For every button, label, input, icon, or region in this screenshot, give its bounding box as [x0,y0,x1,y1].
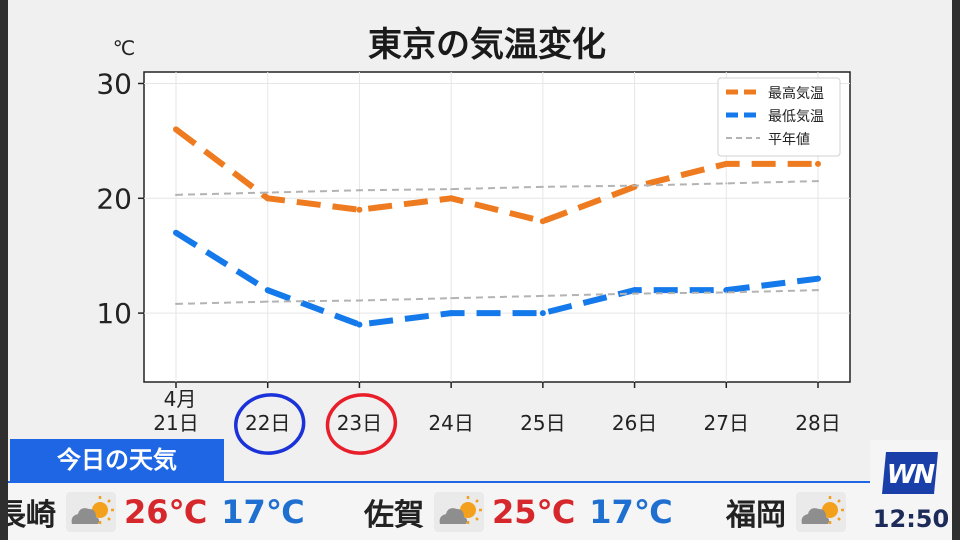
data-point [448,310,455,317]
data-point [815,160,821,167]
legend-label: 最低気温 [768,109,824,125]
city-saga: 佐賀 25℃ 17℃ [364,489,673,535]
legend-label: 最高気温 [768,85,824,102]
x-month-label: 4月 [164,387,197,411]
data-point [356,321,363,328]
y-tick-label: 30 [96,67,132,100]
x-tick-label: 22日 [245,411,290,435]
weather-ticker: 長崎 26℃ 17℃ 佐賀 [8,481,870,540]
highlight-circle [325,393,398,455]
data-point [264,287,271,294]
data-point [723,287,730,294]
data-point [541,185,544,188]
legend-label: 平年値 [768,132,810,148]
data-point [539,310,546,317]
data-point [633,292,636,295]
today-weather-banner: 今日の天気 [10,439,224,481]
data-point [541,294,544,297]
high-temp: 25℃ [492,493,576,531]
data-point [631,287,638,294]
series-lines [173,126,821,328]
weathernews-logo: WN [882,452,938,494]
x-tick-label: 25日 [520,411,565,435]
partly-cloudy-sun-icon [796,492,846,532]
data-point [539,218,546,225]
data-point [173,229,179,236]
axis-ticks: 10 20 30 21日 22日 23日 24日 25日 26日 27日 28日 [96,67,840,435]
city-name: 佐賀 [364,498,424,533]
city-name: 長崎 [8,498,56,533]
low-temp: 17℃ [221,493,305,531]
city-nagasaki: 長崎 26℃ 17℃ [8,489,305,535]
series-line-1 [174,230,819,328]
city-name: 福岡 [726,498,786,533]
data-point [266,300,269,303]
data-point [815,275,821,282]
data-point [264,195,271,202]
city-fukuoka: 福岡 [726,489,854,535]
highlight-circles [234,393,398,455]
y-tick-label: 20 [96,182,132,215]
y-axis-unit: ℃ [113,36,135,60]
data-point [725,291,728,294]
partly-cloudy-sun-icon [434,492,484,532]
clock: 12:50 [872,505,950,533]
data-point [723,160,730,167]
data-point [450,188,453,191]
data-point [817,289,819,292]
data-point [817,180,819,183]
data-point [358,299,361,302]
legend-box [717,77,841,157]
low-temp: 17℃ [589,493,673,531]
x-tick-label: 26日 [612,411,657,435]
y-tick-label: 10 [96,297,132,330]
data-point [725,182,728,185]
x-tick-label: 24日 [428,411,473,435]
data-point [173,126,179,133]
logo-text: WN [887,460,936,490]
high-temp: 26℃ [124,493,208,531]
data-point [175,302,177,305]
partly-cloudy-sun-icon [66,492,116,532]
data-point [175,193,177,196]
x-tick-label: 27日 [704,411,749,435]
x-tick-label: 23日 [337,411,382,435]
chart-title: 東京の気温変化 [368,25,606,65]
data-point [266,191,269,194]
data-point [358,189,361,192]
highlight-circle [234,393,306,455]
data-point [448,195,455,202]
data-point [356,206,363,213]
series-line-0 [174,127,818,225]
x-tick-label: 21日 [153,411,198,435]
data-point [633,184,636,187]
x-tick-label: 28日 [795,411,840,435]
data-point [450,297,453,300]
